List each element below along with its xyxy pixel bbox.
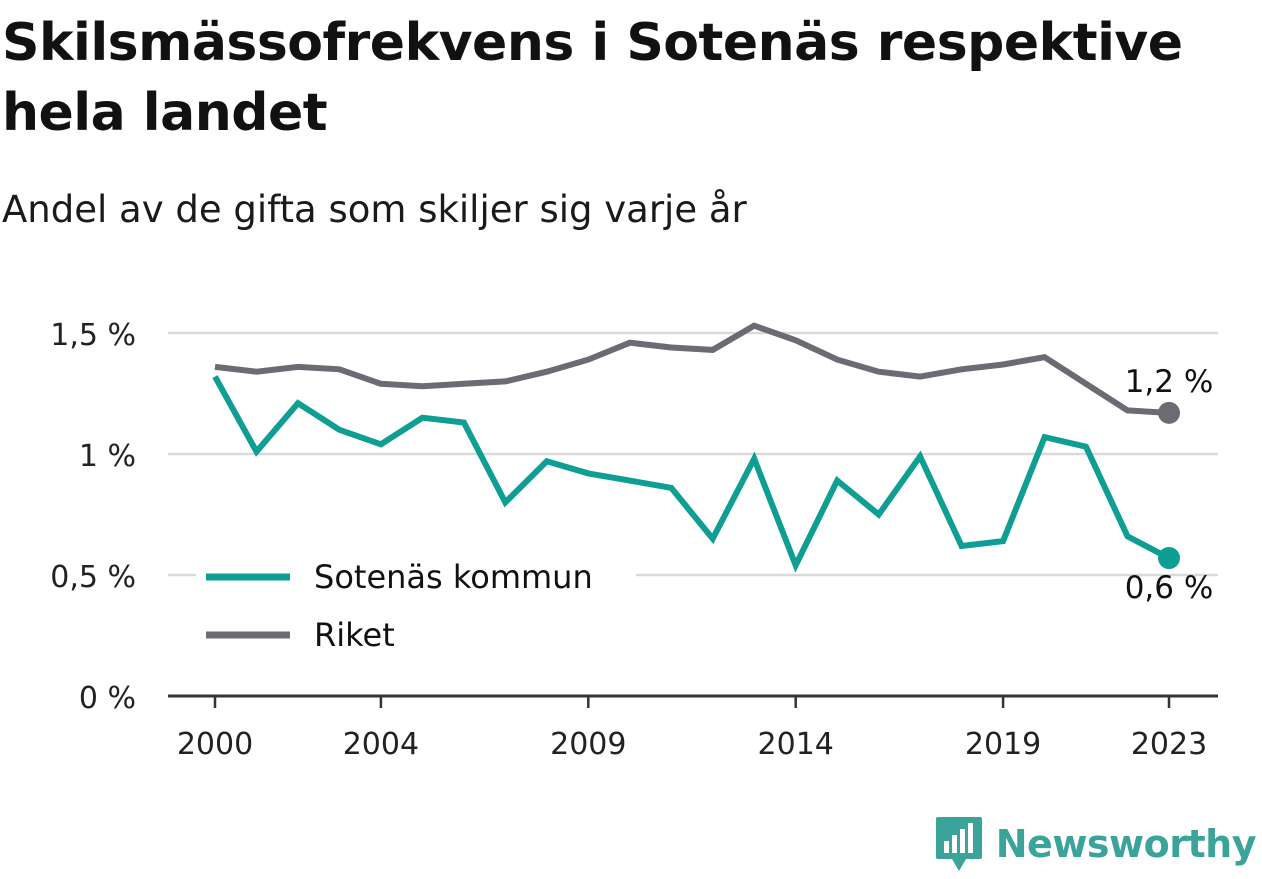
x-tick-label: 2023 (1131, 727, 1207, 762)
y-tick-label: 0 % (79, 681, 136, 716)
newsworthy-logo-icon (935, 817, 982, 871)
legend-label: Sotenäs kommun (314, 558, 593, 596)
y-tick-label: 0,5 % (50, 560, 136, 595)
legend-background (196, 545, 636, 665)
newsworthy-logo: Newsworthy (934, 815, 1257, 873)
series-line-riket (214, 322, 1170, 416)
y-tick-label: 1 % (79, 439, 136, 474)
series-line-sotenas (212, 375, 1171, 573)
series-lines: 1,2 % 0,6 % (212, 322, 1214, 606)
y-tick-label: 1,5 % (50, 318, 136, 353)
data-label: 0,6 % (1125, 570, 1214, 606)
x-tick-label: 2000 (177, 727, 253, 762)
brand-name: Newsworthy (995, 822, 1257, 866)
legend-label: Riket (314, 616, 395, 654)
legend: Sotenäs kommun Riket (196, 545, 636, 665)
data-label: 1,2 % (1125, 364, 1214, 400)
x-tick-label: 2004 (343, 727, 419, 762)
x-tick-label: 2009 (550, 727, 626, 762)
series-end-point (1158, 401, 1180, 424)
x-tick-label: 2019 (965, 727, 1041, 762)
series-end-point (1158, 547, 1180, 570)
chart-title: Skilsmässofrekvens i Sotenäs respektive … (2, 13, 1183, 143)
chart-subtitle: Andel av de gifta som skiljer sig varje … (2, 188, 747, 231)
axes: 0 % 0,5 % 1 % 1,5 % 2000 2004 2009 2014 2019 2023 (50, 318, 1218, 762)
x-tick-label: 2014 (758, 727, 834, 762)
